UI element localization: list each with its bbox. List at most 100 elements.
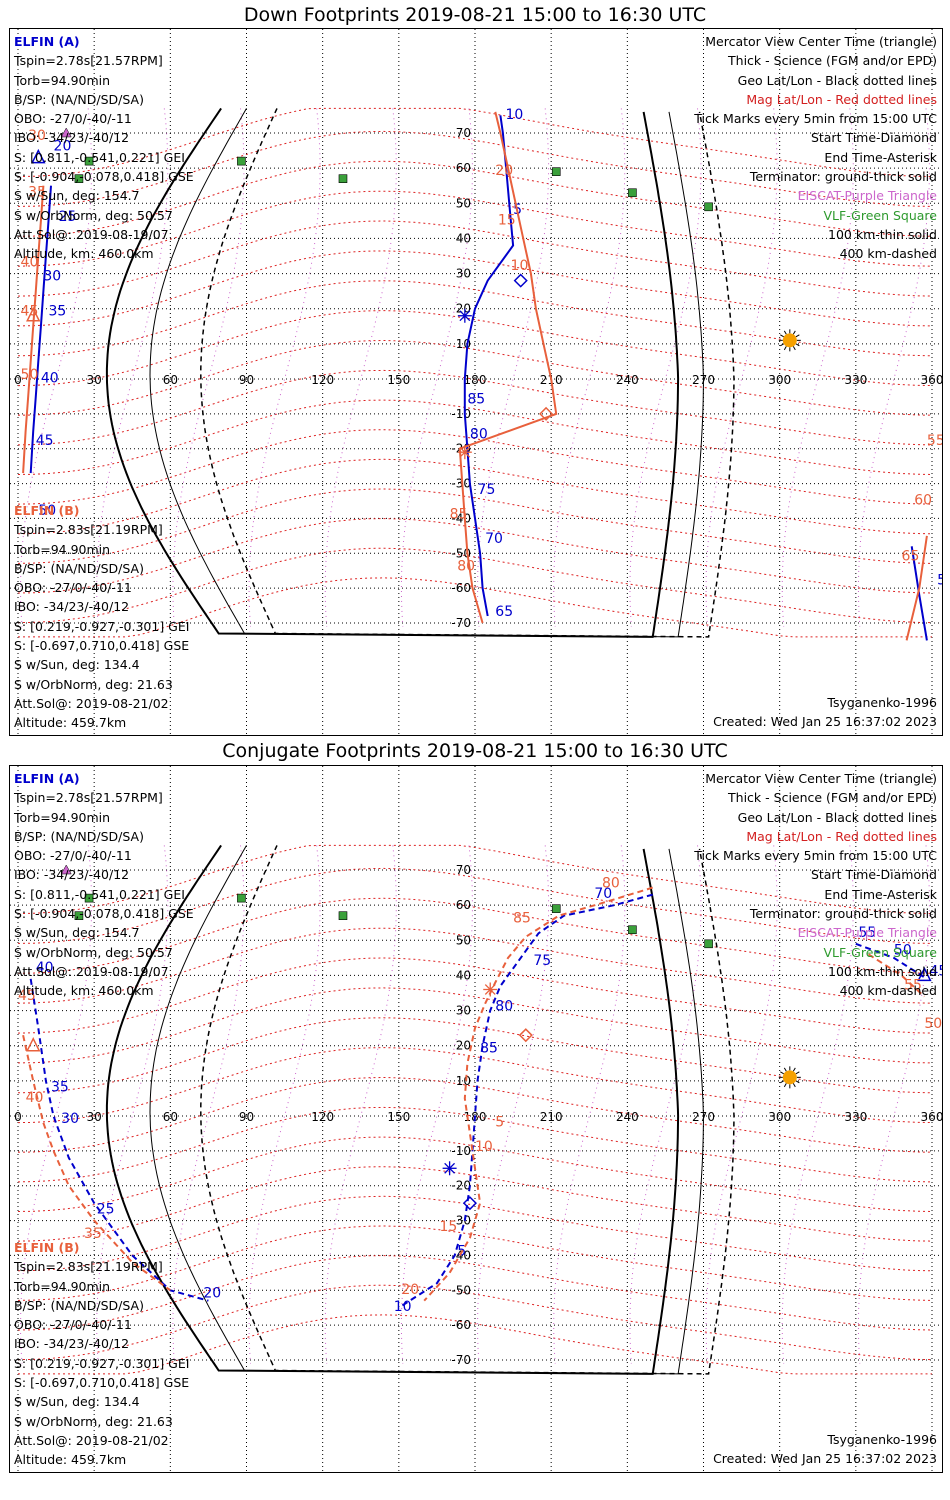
- elfin-a-line: IBO: -34/23/-40/12: [14, 867, 130, 883]
- track-tick-label: 20: [495, 163, 513, 179]
- panel-title-conjugate: Conjugate Footprints 2019-08-21 15:00 to…: [222, 740, 728, 762]
- terminator-100km: [149, 108, 705, 638]
- sun-ray: [795, 1071, 800, 1075]
- track-tick-label: 55: [904, 977, 922, 993]
- mag-parallel: [17, 310, 933, 387]
- sun-ray: [795, 343, 800, 347]
- elfin-a-line: Torb=94.90min: [14, 72, 111, 88]
- footprint-track: [22, 1034, 171, 1292]
- sun-ray: [783, 346, 787, 351]
- track-tick-label: 35: [48, 304, 66, 320]
- elfin-a-line: S w/Sun, deg: 154.7: [14, 925, 140, 941]
- mag-meridian: [248, 845, 321, 1364]
- elfin-a-info-conjugate: ELFIN (A) Tspin=2.78s[21.57RPM] Torb=94.…: [14, 769, 194, 1001]
- track-tick-label: 80: [602, 876, 620, 892]
- lon-tick-label: 60: [163, 1110, 178, 1124]
- mag-parallel: [17, 518, 933, 594]
- footprint-track: [867, 953, 926, 998]
- track-tick-label: 10: [394, 1299, 412, 1315]
- track-tick-label: 55: [927, 433, 942, 449]
- elfin-b-line: S w/Sun, deg: 134.4: [14, 657, 140, 673]
- mag-parallel: [17, 339, 933, 416]
- view-center-triangle: [917, 966, 932, 982]
- track-tick-label: 70: [485, 531, 503, 547]
- vlf-station-marker: [704, 939, 713, 949]
- lat-tick-label: -10: [451, 1144, 471, 1158]
- elfin-b-line: S w/OrbNorm, deg: 21.63: [14, 676, 173, 692]
- elfin-a-line: Altitude, km: 460.0km: [14, 983, 154, 999]
- lon-tick-label: 150: [387, 1110, 410, 1124]
- track-tick-label: 40: [41, 370, 59, 386]
- elfin-a-line: S: [0.811,-0.541,0.221] GEI: [14, 149, 185, 165]
- mag-meridian: [477, 108, 550, 627]
- track-tick-label: 80: [495, 999, 513, 1015]
- footprint-track: [29, 185, 52, 474]
- lon-tick-label: 0: [14, 1110, 22, 1124]
- terminator-400km: [200, 845, 735, 1375]
- legend-down: Mercator View Center Time (triangle) Thi…: [694, 32, 937, 264]
- lon-tick-label: 120: [311, 373, 334, 387]
- lon-tick-label: 330: [844, 373, 867, 387]
- track-tick-label: 80: [457, 559, 475, 575]
- elfin-a-line: OBO: -27/0/-40/-11: [14, 848, 132, 864]
- footprint-track: [458, 111, 558, 624]
- lat-tick-label: 60: [456, 161, 471, 175]
- legend-item: VLF-Green Square: [823, 944, 937, 960]
- lat-tick-label: 30: [456, 267, 471, 281]
- lat-tick-label: 50: [456, 933, 471, 947]
- track-tick-label: 10: [511, 258, 529, 274]
- elfin-a-line: Altitude, km: 460.0km: [14, 246, 154, 262]
- track-tick-label: 65: [495, 604, 513, 620]
- elfin-a-line: IBO: -34/23/-40/12: [14, 130, 130, 146]
- mag-parallel: [17, 987, 933, 1064]
- legend-item: Mercator View Center Time (triangle): [705, 771, 937, 786]
- lon-tick-label: 330: [844, 1110, 867, 1124]
- legend-item: End Time-Asterisk: [824, 886, 937, 902]
- elfin-a-line: B/SP: (NA/ND/SD/SA): [14, 828, 144, 844]
- track-tick-label: 70: [594, 886, 612, 902]
- legend-item: EISCAT-Purple Triangle: [797, 925, 937, 941]
- elfin-b-line: OBO: -27/0/-40/-11: [14, 1317, 132, 1333]
- lon-tick-label: 360: [921, 373, 942, 387]
- lat-tick-label: -10: [451, 407, 471, 421]
- elfin-b-line: B/SP: (NA/ND/SD/SA): [14, 560, 144, 576]
- track-tick-label: 75: [478, 482, 496, 498]
- mag-parallel: [17, 107, 933, 178]
- lat-tick-label: -60: [451, 1318, 471, 1332]
- track-tick-label: 10: [475, 1139, 493, 1155]
- elfin-b-line: IBO: -34/23/-40/12: [14, 599, 130, 615]
- elfin-a-line: S w/OrbNorm, deg: 50.57: [14, 207, 173, 223]
- mag-parallel: [17, 927, 933, 1004]
- lon-tick-label: 0: [14, 373, 22, 387]
- mag-parallel: [17, 250, 933, 327]
- lat-tick-label: -60: [451, 581, 471, 595]
- sun-ray: [780, 343, 785, 347]
- mag-meridian: [553, 845, 626, 1364]
- track-tick-label: 25: [59, 209, 77, 225]
- lat-tick-label: -70: [451, 616, 471, 630]
- track-tick-label: 80: [470, 426, 488, 442]
- lat-tick-label: 40: [456, 231, 471, 245]
- elfin-a-line: S: [-0.904,-0.078,0.418] GSE: [14, 169, 194, 185]
- terminator-400km: [200, 108, 735, 638]
- footprint-track: [463, 115, 515, 617]
- track-tick-label: 45: [929, 963, 942, 979]
- elfin-a-line: S: [0.811,-0.541,0.221] GEI: [14, 886, 185, 902]
- mag-parallel: [17, 160, 933, 237]
- legend-item: Thick - Science (FGM and/or EPD): [728, 790, 937, 806]
- mag-parallel: [17, 1136, 933, 1212]
- lon-tick-label: 180: [464, 373, 487, 387]
- legend-conjugate: Mercator View Center Time (triangle) Thi…: [694, 769, 937, 1001]
- lat-tick-label: 30: [456, 1004, 471, 1018]
- elfin-b-line: Att.Sol@: 2019-08-21/02: [14, 695, 169, 711]
- track-tick-label: 20: [401, 1282, 419, 1298]
- lat-tick-label: -70: [451, 1353, 471, 1367]
- track-tick-label: 50: [924, 1016, 942, 1032]
- mag-parallel: [17, 1255, 933, 1331]
- start-diamond: [513, 273, 528, 288]
- vlf-station-marker: [84, 156, 94, 166]
- sun-ray: [792, 1067, 796, 1072]
- legend-item: 400 km-dashed: [839, 246, 937, 262]
- created-label: Created: Wed Jan 25 16:37:02 2023: [713, 1451, 937, 1467]
- legend-item: Tick Marks every 5min from 15:00 UTC: [694, 111, 937, 127]
